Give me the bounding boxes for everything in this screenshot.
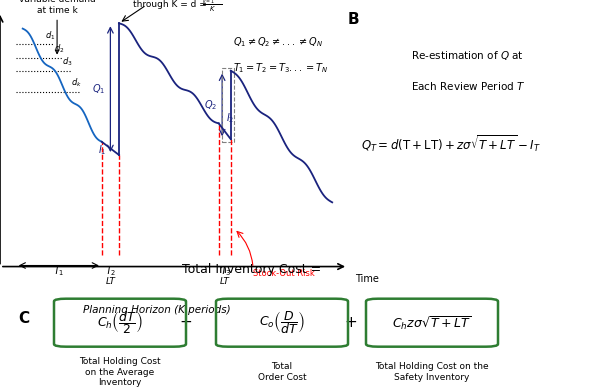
Text: $C_h\left(\dfrac{dT}{2}\right)$: $C_h\left(\dfrac{dT}{2}\right)$ <box>97 309 143 336</box>
Text: $I_1$: $I_1$ <box>98 143 107 156</box>
Text: B: B <box>348 12 359 27</box>
Text: Re-estimation of $Q$ at: Re-estimation of $Q$ at <box>411 49 524 62</box>
Text: C: C <box>19 311 29 326</box>
Text: $Q_1 \neq Q_2 \neq ... \neq Q_N$: $Q_1 \neq Q_2 \neq ... \neq Q_N$ <box>233 35 323 49</box>
Text: average demand
through K = d =: average demand through K = d = <box>133 0 210 9</box>
Text: Each Review Period $T$: Each Review Period $T$ <box>411 80 526 92</box>
Text: $d_1$: $d_1$ <box>45 29 55 42</box>
Text: $Q_T = d(\mathrm{T + LT}) + z\sigma\sqrt{T + LT} - I_T$: $Q_T = d(\mathrm{T + LT}) + z\sigma\sqrt… <box>361 134 540 154</box>
Text: Total Holding Cost
on the Average
Inventory: Total Holding Cost on the Average Invent… <box>79 357 161 387</box>
Text: $d_2$: $d_2$ <box>53 42 64 55</box>
Text: Total
Order Cost: Total Order Cost <box>257 362 307 382</box>
Text: $T_3$: $T_3$ <box>220 264 232 278</box>
Text: variable demand
at time k: variable demand at time k <box>19 0 95 54</box>
Text: $Q_1$: $Q_1$ <box>92 82 105 96</box>
Text: LT: LT <box>220 277 230 286</box>
Text: $C_o\left(\dfrac{D}{dT}\right)$: $C_o\left(\dfrac{D}{dT}\right)$ <box>259 309 305 336</box>
Text: LT: LT <box>106 277 115 286</box>
Text: Total Holding Cost on the
Safety Inventory: Total Holding Cost on the Safety Invento… <box>375 362 489 382</box>
Text: Time: Time <box>355 274 379 284</box>
Text: $d_k$: $d_k$ <box>71 77 82 89</box>
Text: $T_1 = T_2 = T_3 ... = T_N$: $T_1 = T_2 = T_3 ... = T_N$ <box>233 61 329 75</box>
Text: $T_1$: $T_1$ <box>53 264 65 278</box>
Text: +: + <box>179 315 193 330</box>
Text: $d_3$: $d_3$ <box>62 56 73 68</box>
Text: $I_2$: $I_2$ <box>226 111 234 125</box>
Text: +: + <box>344 315 358 330</box>
Text: $C_h z\sigma\sqrt{T + LT}$: $C_h z\sigma\sqrt{T + LT}$ <box>392 314 472 332</box>
Text: Stock-Out Risk: Stock-Out Risk <box>253 269 315 278</box>
Text: $Q_2$: $Q_2$ <box>204 98 217 112</box>
Text: $\frac{\sum_{k=1}^{K} d_k}{K}$: $\frac{\sum_{k=1}^{K} d_k}{K}$ <box>202 0 223 13</box>
Text: $T_2$: $T_2$ <box>104 264 116 278</box>
Text: Total Inventory Cost =: Total Inventory Cost = <box>182 263 322 276</box>
Text: Planning Horizon (K periods): Planning Horizon (K periods) <box>83 305 230 315</box>
